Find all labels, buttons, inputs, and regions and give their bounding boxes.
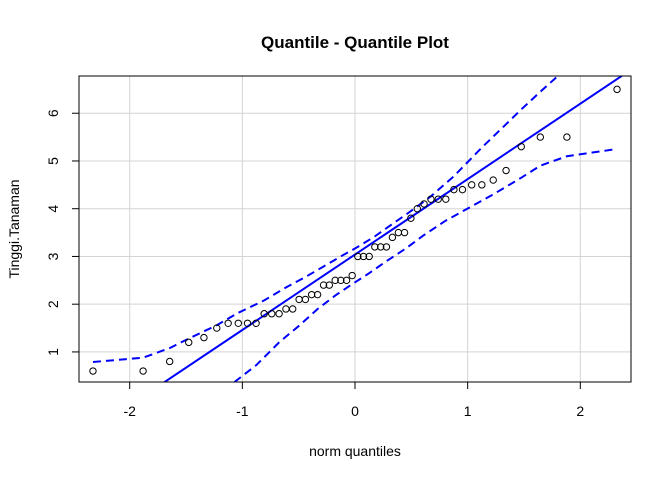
data-point [450,185,458,194]
data-point [295,295,303,304]
data-point [252,319,260,327]
data-point [413,205,421,213]
y-tick-label: 5 [45,157,61,165]
data-point [234,319,242,327]
data-point [517,142,525,151]
data-point [382,243,391,251]
data-point [359,252,368,261]
data-point [224,319,232,327]
data-point [165,357,174,366]
data-point [489,176,497,184]
data-point [376,243,385,251]
data-point [313,290,322,299]
data-point [260,310,268,318]
data-point [458,185,467,194]
data-point [427,195,435,203]
data-point [200,333,208,342]
y-axis: 1 2 3 4 5 6 [45,109,79,356]
data-point [365,252,373,261]
data-point [394,228,403,237]
data-point [348,271,356,280]
x-tick-label: 1 [464,403,472,419]
data-point [331,276,339,285]
data-point [536,133,545,141]
x-tick-label: -1 [236,403,249,419]
x-tick-label: -2 [123,403,136,419]
y-tick-label: 3 [45,252,61,260]
confidence-band-lower [233,148,618,382]
data-point [468,181,476,189]
data-point [400,228,409,237]
data-point [354,252,362,261]
data-point [442,195,450,203]
data-point [268,310,276,318]
data-point [185,338,193,347]
plot-series [89,76,624,382]
data-point [275,310,283,318]
data-point [563,133,571,141]
data-point [289,305,297,313]
confidence-band-upper [92,76,559,363]
x-axis: -2 -1 0 1 2 [123,382,584,419]
data-point [342,276,351,285]
data-point [243,319,252,327]
chart-title: Quantile - Quantile Plot [261,33,449,52]
data-point [420,200,428,208]
data-point [434,195,442,203]
data-point [307,290,316,299]
data-point [139,367,147,375]
data-point [213,324,221,332]
x-axis-label: norm quantiles [309,443,401,459]
y-tick-label: 4 [45,205,61,213]
y-axis-label: Tinggi.Tanaman [6,179,22,278]
data-point [388,233,397,242]
y-tick-label: 2 [45,300,61,308]
data-point [478,181,486,189]
x-tick-label: 2 [576,403,584,419]
data-point [407,214,415,222]
data-point [89,367,97,375]
x-tick-label: 0 [351,403,359,419]
data-point [319,281,328,289]
data-point [337,276,345,285]
y-tick-label: 1 [45,348,61,356]
data-point [325,281,334,289]
data-point [371,243,379,251]
data-point [502,166,510,175]
grid-lines [79,76,631,382]
y-tick-label: 6 [45,109,61,117]
data-point [301,295,310,304]
data-point [613,85,621,94]
data-point [282,305,290,313]
